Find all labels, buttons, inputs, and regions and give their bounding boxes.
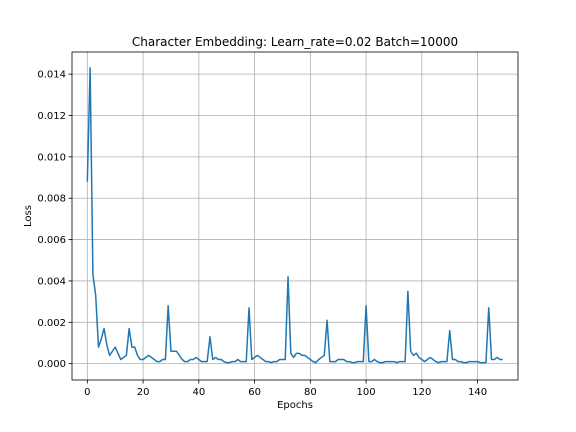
x-tick-label: 40 [192, 387, 205, 398]
x-tick-label: 0 [84, 387, 90, 398]
y-tick-label: 0.012 [37, 111, 66, 122]
grid-lines [72, 52, 518, 380]
chart-title: Character Embedding: Learn_rate=0.02 Bat… [132, 35, 458, 49]
plot-frame [71, 51, 519, 381]
x-tick-label: 20 [137, 387, 150, 398]
axis-ticks: 0 20 40 60 80 100 120 140 0.000 0.002 0.004 0.006 0.… [37, 70, 487, 398]
y-tick-label: 0.000 [37, 359, 66, 370]
x-axis-label: Epochs [277, 400, 313, 411]
y-tick-label: 0.006 [37, 235, 66, 246]
x-tick-label: 140 [468, 387, 487, 398]
x-tick-label: 60 [248, 387, 261, 398]
x-tick-label: 80 [304, 387, 317, 398]
y-tick-label: 0.010 [37, 152, 66, 163]
y-tick-label: 0.002 [37, 318, 66, 329]
y-tick-label: 0.014 [37, 70, 66, 81]
plot-area-background [72, 52, 518, 380]
series-layer [86, 67, 503, 364]
x-tick-label: 120 [412, 387, 431, 398]
y-tick-label: 0.008 [37, 194, 66, 205]
y-tick-label: 0.004 [37, 276, 66, 287]
loss-series-line [86, 67, 503, 364]
y-axis-label: Loss [23, 205, 34, 227]
x-tick-label: 100 [357, 387, 376, 398]
